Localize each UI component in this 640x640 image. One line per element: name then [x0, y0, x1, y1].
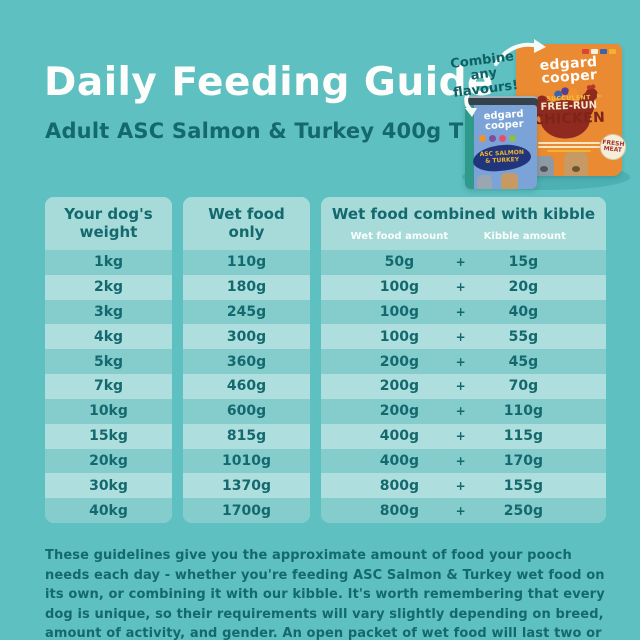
fish-shaped-label: ASC SALMON & TURKEY	[472, 143, 532, 173]
wet-only-column: Wet food only 110g 180g 245g 300g 360g 4…	[183, 197, 310, 523]
grey-dog-icon	[534, 156, 554, 176]
plus-icon: +	[455, 429, 466, 444]
combined-subheaders: Wet food amount Kibble amount	[321, 231, 606, 243]
table-row: 815g	[183, 423, 310, 449]
weight-header-line2: weight	[79, 222, 138, 241]
table-row: 50g + 15g	[321, 250, 606, 275]
plus-icon: +	[455, 404, 466, 419]
plus-icon: +	[455, 255, 466, 270]
combined-rows: 50g + 15g 100g + 20g 100g + 40g 100g +	[321, 250, 606, 523]
weight-header-line1: Your dog's	[64, 205, 153, 224]
table-row: 245g	[183, 299, 310, 325]
combined-column-header: Wet food combined with kibble Wet food a…	[321, 197, 606, 250]
table-row: 15kg	[45, 423, 172, 449]
table-row: 10kg	[45, 398, 172, 424]
table-row: 460g	[183, 374, 310, 399]
tan-dog-icon	[501, 173, 518, 189]
table-row: 1kg	[45, 250, 172, 275]
table-row: 200g + 70g	[321, 374, 606, 399]
flags-strip-icon	[582, 49, 616, 54]
table-row: 5kg	[45, 349, 172, 375]
table-row: 200g + 45g	[321, 349, 606, 375]
plus-icon: +	[455, 280, 466, 295]
weight-column: Your dog's weight 1kg 2kg 3kg 4kg 5kg 7k…	[45, 197, 172, 523]
table-row: 1010g	[183, 448, 310, 474]
weight-rows: 1kg 2kg 3kg 4kg 5kg 7kg 10kg 15kg 20kg 3…	[45, 250, 172, 523]
table-row: 400g + 115g	[321, 423, 606, 449]
bag-fineprint-decoration	[538, 142, 600, 152]
feeding-table: Your dog's weight 1kg 2kg 3kg 4kg 5kg 7k…	[45, 197, 606, 523]
table-row: 100g + 40g	[321, 299, 606, 325]
table-row: 4kg	[45, 324, 172, 350]
table-row: 800g + 250g	[321, 498, 606, 523]
wet-amount-subheader: Wet food amount	[350, 231, 449, 242]
page-subtitle: Adult ASC Salmon & Turkey 400g Tin	[45, 119, 486, 143]
table-row: 110g	[183, 250, 310, 275]
plus-icon: +	[455, 478, 466, 493]
table-row: 3kg	[45, 299, 172, 325]
table-row: 180g	[183, 274, 310, 300]
table-row: 30kg	[45, 473, 172, 499]
table-row: 400g + 170g	[321, 448, 606, 474]
curved-arrow-up-icon	[494, 39, 546, 66]
wet-only-header-line2: only	[228, 222, 265, 241]
plus-icon: +	[455, 329, 466, 344]
plus-icon: +	[455, 354, 466, 369]
product-promo: edgard cooper SUCCULENT FREE-RUN CHICKEN	[448, 28, 640, 193]
table-row: 7kg	[45, 374, 172, 399]
dogs-illustration	[465, 171, 537, 189]
tin-lid	[464, 96, 538, 106]
curved-arrow-down-icon	[464, 85, 477, 117]
plus-icon: +	[455, 305, 466, 320]
table-row: 200g + 110g	[321, 398, 606, 424]
table-row: 1370g	[183, 473, 310, 499]
wet-only-rows: 110g 180g 245g 300g 360g 460g 600g 815g …	[183, 250, 310, 523]
plus-icon: +	[455, 379, 466, 394]
wet-only-column-header: Wet food only	[183, 197, 310, 250]
table-row: 800g + 155g	[321, 473, 606, 499]
combine-flavours-note: Combine any flavours!	[449, 49, 519, 101]
table-row: 40kg	[45, 498, 172, 523]
tin-label: edgard cooper ASC SALMON & TURKEY	[465, 105, 537, 189]
combined-column: Wet food combined with kibble Wet food a…	[321, 197, 606, 523]
dogs-illustration	[516, 150, 622, 176]
table-row: 2kg	[45, 274, 172, 300]
tan-dog-icon	[564, 152, 588, 176]
table-row: 1700g	[183, 498, 310, 523]
plus-icon: +	[455, 453, 466, 468]
wet-only-header-line1: Wet food	[208, 205, 285, 224]
kibble-amount-subheader: Kibble amount	[483, 231, 566, 242]
table-row: 600g	[183, 398, 310, 424]
page-title: Daily Feeding Guide	[44, 60, 494, 105]
chicken-silhouette-icon	[535, 84, 604, 139]
grey-dog-icon	[477, 175, 492, 189]
plus-icon: +	[455, 503, 466, 518]
fruit-icons	[479, 135, 516, 142]
table-row: 20kg	[45, 448, 172, 474]
table-row: 100g + 20g	[321, 274, 606, 300]
combined-header-title: Wet food combined with kibble	[331, 205, 596, 223]
tin-side-stripe	[465, 105, 474, 189]
guidelines-text: These guidelines give you the approximat…	[45, 548, 605, 640]
kibble-bag-image: edgard cooper SUCCULENT FREE-RUN CHICKEN	[512, 44, 628, 176]
tin-name-line2: & TURKEY	[484, 156, 520, 165]
table-row: 360g	[183, 349, 310, 375]
table-row: 300g	[183, 324, 310, 350]
wet-food-tin-image: edgard cooper ASC SALMON & TURKEY	[464, 96, 538, 190]
weight-column-header: Your dog's weight	[45, 197, 172, 250]
table-row: 100g + 55g	[321, 324, 606, 350]
fresh-meat-label: FRESH MEAT	[601, 138, 625, 154]
